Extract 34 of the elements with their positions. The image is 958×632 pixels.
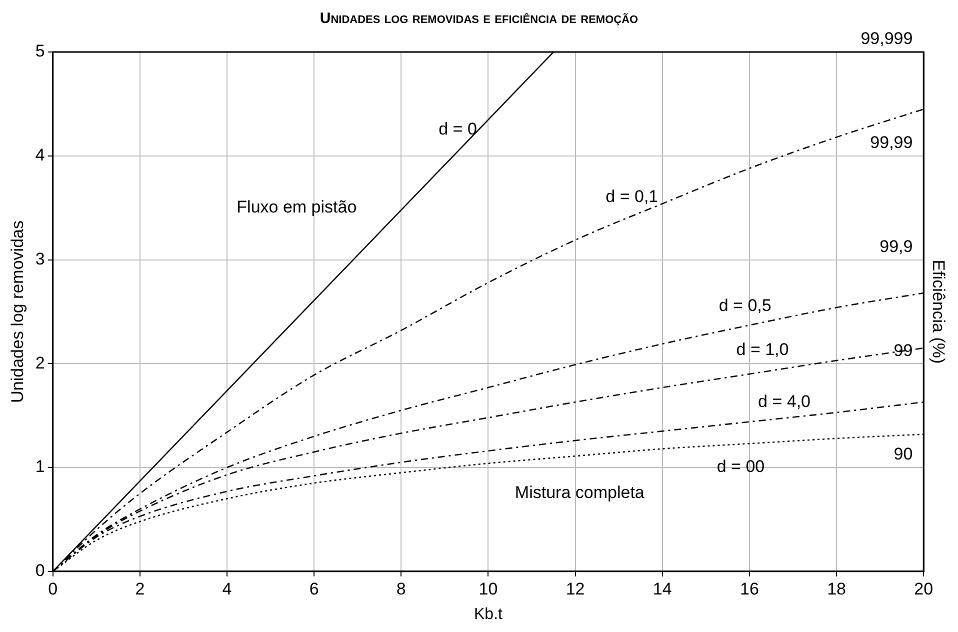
annotation: 99 [894,340,913,360]
x-tick-label: 16 [740,579,759,598]
y-axis-title: Unidades log removidas [8,220,27,403]
annotation: 99,9 [880,236,913,256]
y-tick-label: 5 [35,42,45,61]
chart-title: Unidades log removidas e eficiência de remoção [318,10,640,27]
annotation: Fluxo em pistão [236,198,357,217]
y2-axis-title: Eficiência (%) [929,260,948,364]
x-tick-label: 18 [827,579,846,598]
x-tick-label: 6 [309,579,319,598]
annotation: 99,99 [870,133,913,152]
x-tick-label: 2 [135,579,145,598]
y-tick-label: 2 [35,353,45,372]
x-tick-label: 14 [652,579,672,598]
series-label: d = 4,0 [758,392,811,411]
x-tick-label: 10 [478,579,498,598]
text: 99,999 [860,29,913,48]
y-tick-label: 4 [35,146,45,165]
series-label: d = 1,0 [736,340,789,359]
annotation: 90 [894,444,913,464]
x-tick-label: 4 [222,579,232,598]
y-tick-label: 1 [35,457,45,476]
series-label: d = 0 [438,120,477,139]
y-tick-label: 0 [35,561,45,580]
x-tick-label: 0 [48,579,58,598]
series-label: d = 0,1 [606,187,658,206]
annotation: Mistura completa [514,483,645,502]
x-tick-label: 12 [566,579,585,598]
y-tick-label: 3 [35,249,45,268]
x-tick-label: 8 [396,579,406,598]
series-label: d = 0,5 [718,296,772,316]
series-label: d = 00 [716,457,765,476]
x-axis-title: Kb.t [474,606,504,623]
x-tick-label: 20 [914,579,934,598]
